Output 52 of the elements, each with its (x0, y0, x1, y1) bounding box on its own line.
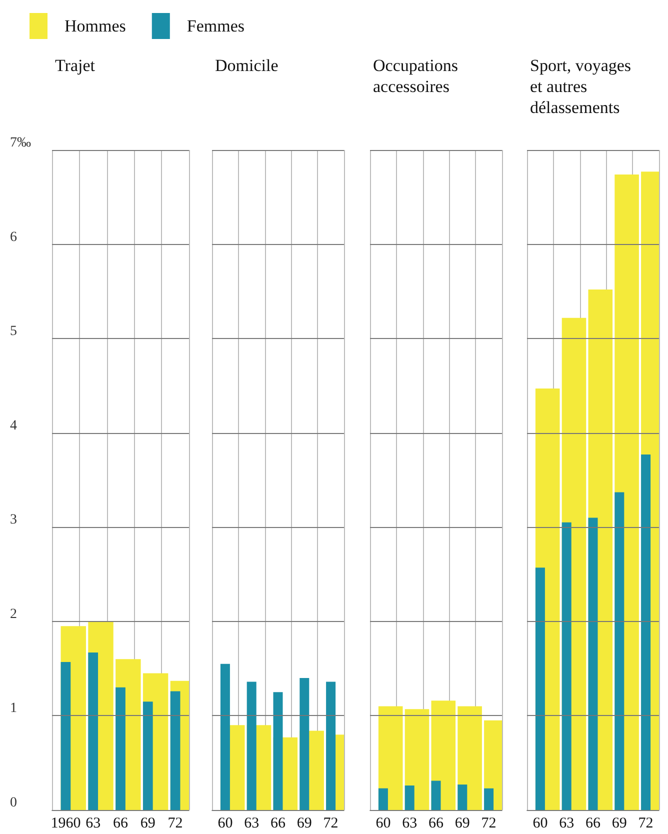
bar (404, 709, 430, 810)
x-tick-label: 72 (168, 816, 183, 832)
bar (300, 678, 310, 810)
x-tick-label: 72 (481, 816, 496, 832)
legend-label: Hommes (64, 16, 126, 36)
bar (378, 788, 388, 810)
bar (641, 454, 651, 810)
bar (535, 568, 545, 810)
bar (404, 785, 414, 810)
legend-label: Femmes (186, 16, 244, 36)
x-tick-label: 72 (323, 816, 338, 832)
bar (458, 784, 468, 810)
y-tick-label: 5 (10, 324, 17, 340)
bar (220, 664, 230, 810)
bar (246, 682, 256, 810)
x-tick-label: 1960 (50, 816, 81, 832)
x-tick-label: 69 (454, 816, 470, 832)
bar (326, 682, 336, 810)
x-tick-label: 60 (376, 816, 391, 832)
bar (562, 522, 572, 810)
y-tick-label: 7‰ (10, 136, 31, 150)
x-tick-label: 63 (86, 816, 101, 832)
bar (458, 706, 482, 810)
x-tick-label: 66 (270, 816, 286, 832)
bar (431, 780, 441, 810)
x-tick-label: 69 (612, 816, 627, 832)
bar (614, 492, 624, 810)
chart-title: Trajet (55, 56, 96, 75)
chart-title: Domicile (215, 56, 278, 75)
bar (588, 518, 598, 810)
x-tick-label: 69 (140, 816, 156, 832)
x-tick-label: 72 (638, 816, 654, 832)
y-tick-label: 4 (10, 418, 17, 434)
bar (273, 692, 283, 810)
chart-title: Sport, voyages et autres délassements (530, 56, 632, 117)
y-tick-label: 2 (10, 606, 17, 622)
y-tick-label: 1 (10, 701, 17, 716)
bar (484, 788, 494, 810)
y-tick-label: 0 (10, 796, 17, 810)
x-tick-label: 66 (428, 816, 444, 832)
bar (378, 706, 403, 810)
x-tick-label: 66 (586, 816, 601, 832)
x-tick-label: 60 (532, 816, 548, 832)
x-tick-label: 63 (559, 816, 574, 832)
x-tick-label: 66 (113, 816, 128, 832)
x-tick-label: 63 (244, 816, 260, 832)
y-tick-label: 6 (10, 230, 17, 245)
chart-title: Occupations accessoires (373, 56, 458, 96)
x-tick-label: 69 (296, 816, 312, 832)
x-tick-label: 60 (218, 816, 233, 832)
y-tick-label: 3 (10, 512, 17, 528)
x-tick-label: 63 (402, 816, 418, 832)
